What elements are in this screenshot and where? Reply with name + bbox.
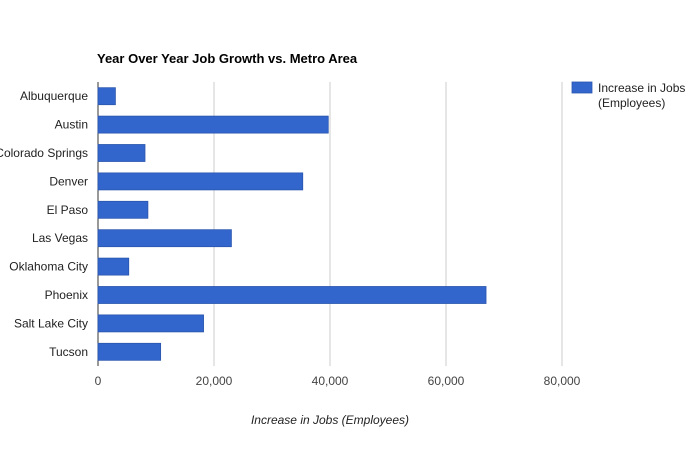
x-tick-label: 20,000: [196, 374, 233, 388]
legend-swatch: [571, 81, 593, 94]
category-label: Oklahoma City: [9, 260, 88, 274]
category-label: Albuquerque: [20, 89, 88, 103]
legend[interactable]: Increase in Jobs (Employees): [571, 81, 685, 110]
category-label: Denver: [49, 174, 88, 188]
bar[interactable]: [97, 257, 130, 276]
x-tick-label: 0: [95, 374, 102, 388]
bar[interactable]: [97, 172, 304, 191]
bar[interactable]: [97, 87, 116, 106]
bar[interactable]: [97, 115, 329, 134]
category-label: El Paso: [47, 203, 89, 217]
category-label: Colorado Springs: [0, 146, 88, 160]
category-label: Phoenix: [45, 288, 88, 302]
bar[interactable]: [97, 200, 149, 219]
legend-label-line-1: Increase in Jobs: [598, 81, 685, 95]
category-label: Las Vegas: [32, 231, 88, 245]
bar[interactable]: [97, 314, 204, 333]
legend-label-line-2: (Employees): [598, 96, 665, 110]
x-tick-labels: 0 20,000 40,000 60,000 80,000: [95, 374, 581, 388]
x-tick-label: 80,000: [544, 374, 581, 388]
bars: [97, 87, 487, 361]
x-tick-label: 40,000: [312, 374, 349, 388]
chart-title: Year Over Year Job Growth vs. Metro Area: [97, 51, 358, 66]
category-label: Tucson: [49, 345, 88, 359]
category-label: Salt Lake City: [14, 316, 88, 330]
x-axis-title: Increase in Jobs (Employees): [251, 413, 409, 427]
category-labels: Albuquerque Austin Colorado Springs Denver E…: [0, 89, 88, 359]
bar[interactable]: [97, 286, 487, 304]
bar[interactable]: [97, 342, 162, 361]
bar[interactable]: [97, 229, 232, 248]
bar[interactable]: [97, 144, 146, 162]
category-label: Austin: [55, 118, 88, 132]
x-tick-label: 60,000: [428, 374, 465, 388]
